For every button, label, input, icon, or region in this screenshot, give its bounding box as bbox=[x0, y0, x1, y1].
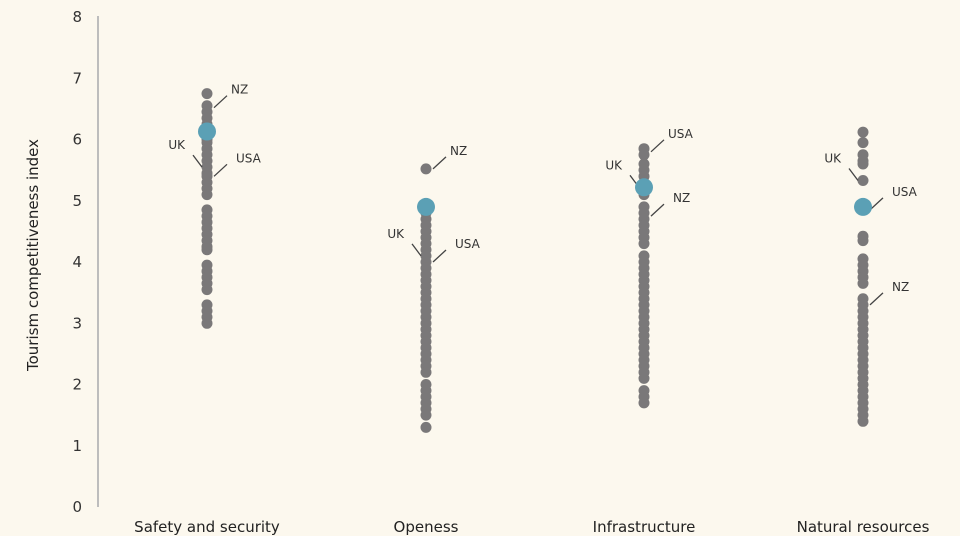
highlight-point bbox=[198, 122, 216, 141]
data-point bbox=[638, 238, 650, 250]
highlight-point bbox=[854, 197, 872, 216]
annotation-label: UK bbox=[168, 138, 186, 152]
data-point bbox=[638, 372, 650, 384]
data-point bbox=[857, 415, 869, 427]
data-point bbox=[857, 126, 869, 138]
highlight-point bbox=[635, 178, 653, 197]
annotation-label: USA bbox=[236, 151, 262, 165]
annotation-label: NZ bbox=[450, 144, 467, 158]
y-tick-label: 1 bbox=[72, 437, 82, 455]
data-point bbox=[857, 175, 869, 186]
annotation-label: NZ bbox=[231, 83, 248, 97]
annotation-label: USA bbox=[668, 127, 694, 141]
dot-columns bbox=[201, 88, 869, 433]
leader-line bbox=[432, 156, 447, 170]
data-point bbox=[201, 284, 213, 296]
y-ticks: 0 1 2 3 4 5 6 7 8 bbox=[72, 8, 82, 516]
category-label: Natural resources bbox=[797, 518, 930, 536]
annotation-label: UK bbox=[387, 227, 405, 241]
category-label: Safety and security bbox=[134, 518, 280, 536]
leader-line bbox=[650, 203, 665, 217]
y-tick-label: 4 bbox=[72, 253, 82, 271]
highlight-point bbox=[417, 197, 435, 216]
y-tick-label: 0 bbox=[72, 498, 82, 516]
leader-line bbox=[869, 292, 884, 306]
leader-line bbox=[848, 168, 859, 181]
leader-lines bbox=[192, 95, 884, 306]
data-point bbox=[201, 244, 213, 256]
leader-line bbox=[213, 95, 228, 109]
y-tick-label: 8 bbox=[72, 8, 82, 26]
category-label: Infrastructure bbox=[593, 518, 696, 536]
data-point bbox=[638, 149, 650, 161]
annotation-label: USA bbox=[892, 185, 918, 199]
data-point bbox=[420, 366, 432, 378]
y-tick-label: 7 bbox=[72, 69, 82, 87]
data-point bbox=[420, 163, 432, 175]
data-point bbox=[857, 277, 869, 289]
data-point bbox=[201, 88, 213, 100]
leader-line bbox=[650, 139, 665, 153]
y-tick-label: 6 bbox=[72, 131, 82, 149]
annotation-label: NZ bbox=[673, 191, 690, 205]
data-point bbox=[420, 409, 432, 421]
leader-line bbox=[869, 197, 884, 211]
highlight-points bbox=[198, 122, 872, 216]
y-tick-label: 5 bbox=[72, 192, 82, 210]
data-point bbox=[420, 421, 432, 433]
annotation-label: USA bbox=[455, 237, 481, 251]
data-point bbox=[638, 397, 650, 409]
category-labels: Safety and security Openess Infrastructure… bbox=[134, 518, 929, 536]
leader-line bbox=[432, 249, 447, 263]
data-point bbox=[857, 158, 869, 170]
y-tick-label: 2 bbox=[72, 376, 82, 394]
y-axis-title: Tourism competitiveness index bbox=[24, 139, 42, 372]
data-point bbox=[857, 235, 869, 247]
category-label: Openess bbox=[394, 518, 459, 536]
leader-line bbox=[192, 154, 203, 168]
annotation-labels: NZ UK USA NZ UK USA USA UK NZ UK USA NZ bbox=[168, 83, 917, 294]
annotation-label: UK bbox=[824, 152, 842, 166]
data-point bbox=[857, 137, 869, 149]
y-tick-label: 3 bbox=[72, 314, 82, 332]
leader-line bbox=[213, 163, 228, 177]
leader-line bbox=[411, 243, 422, 257]
annotation-label: NZ bbox=[892, 280, 909, 294]
data-point bbox=[201, 189, 213, 201]
annotation-label: UK bbox=[605, 158, 623, 172]
data-point bbox=[201, 317, 213, 329]
